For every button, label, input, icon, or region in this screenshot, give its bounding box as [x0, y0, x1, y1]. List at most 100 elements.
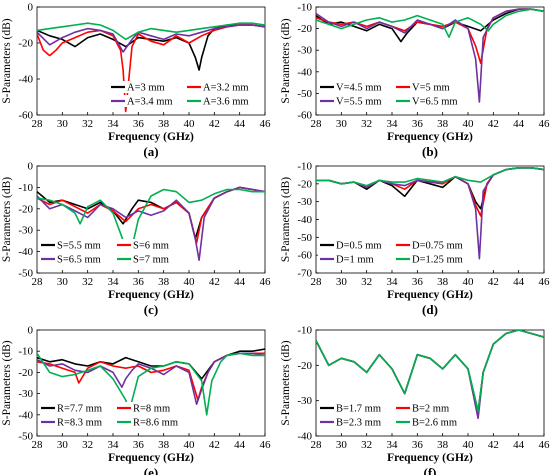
chart-panel-0: 28 30 32 34 36 38 40 42 44 46 0 -20 -40 -60 Frequency … — [1, 2, 271, 160]
y-tick-label: -40 — [297, 214, 312, 226]
legend-bg — [394, 95, 464, 107]
y-axis-label: S-Parameters (dB) — [1, 340, 13, 425]
y-tick-label: -20 — [18, 367, 33, 379]
series-group — [316, 8, 544, 103]
x-tick-label: 42 — [209, 439, 220, 451]
series-line-S-6.5-mm — [37, 186, 265, 262]
legend-label: D=0.5 mm — [336, 241, 382, 252]
chart-panel-4: 28 30 32 34 36 38 40 42 44 46 0 -10 -20 -30 -40 -50 Freq… — [1, 325, 271, 475]
legend-label: S=6.5 mm — [57, 255, 101, 266]
legend-bg — [39, 402, 109, 414]
series-line-V-5-mm — [316, 8, 544, 65]
x-axis-label: Frequency (GHz) — [108, 452, 194, 464]
legend-label: D=1.25 mm — [412, 255, 463, 266]
legend-bg — [115, 416, 185, 428]
series-line-R-8.3-mm — [37, 352, 265, 406]
panel-caption: (c) — [144, 302, 158, 317]
y-tick-label: -40 — [18, 74, 33, 86]
y-tick-label: -40 — [18, 246, 33, 258]
y-tick-label: -30 — [297, 196, 312, 208]
x-tick-label: 28 — [311, 276, 323, 288]
y-axis-label: S-Parameters (dB) — [280, 18, 292, 103]
legend-bg — [394, 402, 464, 414]
legend-label: S=5.5 mm — [57, 241, 101, 252]
y-tick-label: -20 — [18, 203, 33, 215]
y-tick-label: -30 — [297, 45, 312, 57]
legend-label: R=8 mm — [133, 404, 170, 415]
x-tick-label: 40 — [184, 118, 196, 130]
legend-bg — [115, 253, 185, 265]
x-tick-label: 42 — [209, 118, 220, 130]
legend-bg — [394, 416, 464, 428]
y-tick-label: -30 — [18, 388, 33, 400]
legend-bg — [318, 402, 388, 414]
x-tick-label: 32 — [361, 439, 372, 451]
legend-label: A=3.6 mm — [203, 97, 249, 108]
legend-bg — [109, 95, 179, 107]
series-line-R-8-mm — [37, 352, 265, 401]
x-tick-label: 46 — [260, 118, 272, 130]
series-line-V-6.5-mm — [316, 8, 544, 39]
legend-label: B=2.3 mm — [336, 418, 381, 429]
legend-label: S=7 mm — [133, 255, 169, 266]
legend-label: V=6.5 mm — [412, 97, 458, 108]
x-tick-label: 44 — [234, 118, 246, 130]
y-tick-label: -30 — [18, 225, 33, 237]
x-tick-label: 30 — [336, 276, 348, 288]
legend-label: A=3.4 mm — [127, 97, 173, 108]
x-tick-label: 28 — [32, 118, 44, 130]
x-tick-label: 42 — [488, 276, 499, 288]
y-tick-label: -50 — [18, 268, 33, 280]
x-tick-label: 44 — [513, 439, 525, 451]
series-group — [316, 167, 544, 260]
x-tick-label: 46 — [539, 118, 550, 130]
series-line-A-3.2-mm — [37, 24, 265, 113]
x-axis-label: Frequency (GHz) — [108, 131, 194, 143]
x-tick-label: 28 — [311, 118, 323, 130]
x-axis-label: Frequency (GHz) — [387, 131, 473, 143]
x-tick-label: 42 — [488, 118, 499, 130]
x-tick-label: 30 — [336, 118, 348, 130]
x-tick-label: 46 — [539, 439, 550, 451]
y-tick-label: -10 — [297, 325, 312, 337]
x-tick-label: 30 — [57, 118, 69, 130]
y-tick-label: -50 — [18, 431, 33, 443]
x-tick-label: 40 — [184, 276, 196, 288]
x-tick-label: 38 — [158, 118, 170, 130]
y-tick-label: -20 — [297, 360, 312, 372]
series-line-R-8.6-mm — [37, 352, 265, 416]
y-tick-label: -10 — [297, 2, 312, 14]
y-tick-label: -30 — [297, 395, 312, 407]
y-axis-label: S-Parameters (dB) — [280, 340, 292, 425]
plot-frame — [315, 329, 545, 437]
x-tick-label: 34 — [108, 276, 120, 288]
x-tick-label: 34 — [108, 439, 120, 451]
x-tick-label: 34 — [108, 118, 120, 130]
x-tick-label: 36 — [133, 118, 145, 130]
series-group — [37, 186, 265, 262]
series-line-A-3.6-mm — [37, 22, 265, 41]
legend-bg — [39, 253, 109, 265]
x-tick-label: 40 — [463, 439, 475, 451]
x-tick-label: 34 — [387, 276, 399, 288]
series-line-A-3.4-mm — [37, 24, 265, 53]
series-line-D-0.5-mm — [316, 167, 544, 210]
plot-frame — [36, 165, 266, 274]
legend-bg — [115, 239, 185, 251]
chart-panel-1: 28 30 32 34 36 38 40 42 44 46 -10 -20 -30 -40 -50 -60 Fr… — [280, 2, 550, 160]
legend-bg — [39, 239, 109, 251]
y-tick-label: -40 — [297, 431, 312, 443]
legend-bg — [115, 402, 185, 414]
legend-label: R=8.6 mm — [133, 418, 178, 429]
x-tick-label: 28 — [32, 439, 44, 451]
x-tick-label: 40 — [463, 276, 475, 288]
panel-caption: (a) — [143, 144, 158, 159]
y-tick-label: -20 — [18, 38, 33, 50]
y-tick-label: -40 — [297, 66, 312, 78]
series-line-D-0.75-mm — [316, 167, 544, 217]
x-tick-label: 42 — [488, 439, 499, 451]
y-axis-label: S-Parameters (dB) — [1, 177, 13, 262]
chart-panel-5: 28 30 32 34 36 38 40 42 44 46 -10 -20 -30 -40 Frequenc… — [280, 325, 550, 475]
x-tick-label: 32 — [82, 276, 93, 288]
x-tick-label: 44 — [234, 439, 246, 451]
